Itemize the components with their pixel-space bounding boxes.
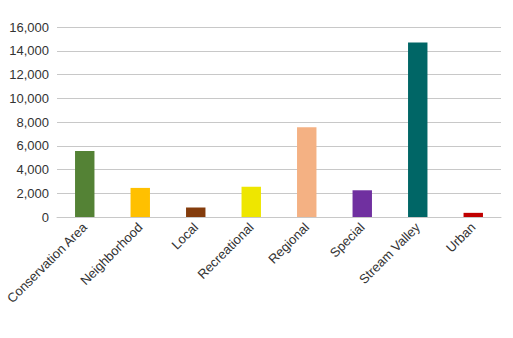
svg-text:16,000: 16,000 <box>9 20 49 35</box>
svg-text:Regional: Regional <box>265 220 312 267</box>
svg-text:Local: Local <box>168 220 201 253</box>
svg-text:Urban: Urban <box>443 220 479 256</box>
svg-text:Stream Valley: Stream Valley <box>356 219 423 286</box>
svg-text:0: 0 <box>42 210 49 225</box>
svg-text:2,000: 2,000 <box>16 186 49 201</box>
svg-text:Conservation Area: Conservation Area <box>4 219 91 306</box>
svg-text:Special: Special <box>327 220 368 261</box>
svg-text:4,000: 4,000 <box>16 162 49 177</box>
svg-text:12,000: 12,000 <box>9 67 49 82</box>
svg-text:10,000: 10,000 <box>9 91 49 106</box>
svg-text:6,000: 6,000 <box>16 138 49 153</box>
svg-text:14,000: 14,000 <box>9 43 49 58</box>
svg-text:Neighborhood: Neighborhood <box>77 220 145 288</box>
svg-text:Recreational: Recreational <box>194 220 256 282</box>
svg-text:8,000: 8,000 <box>16 115 49 130</box>
